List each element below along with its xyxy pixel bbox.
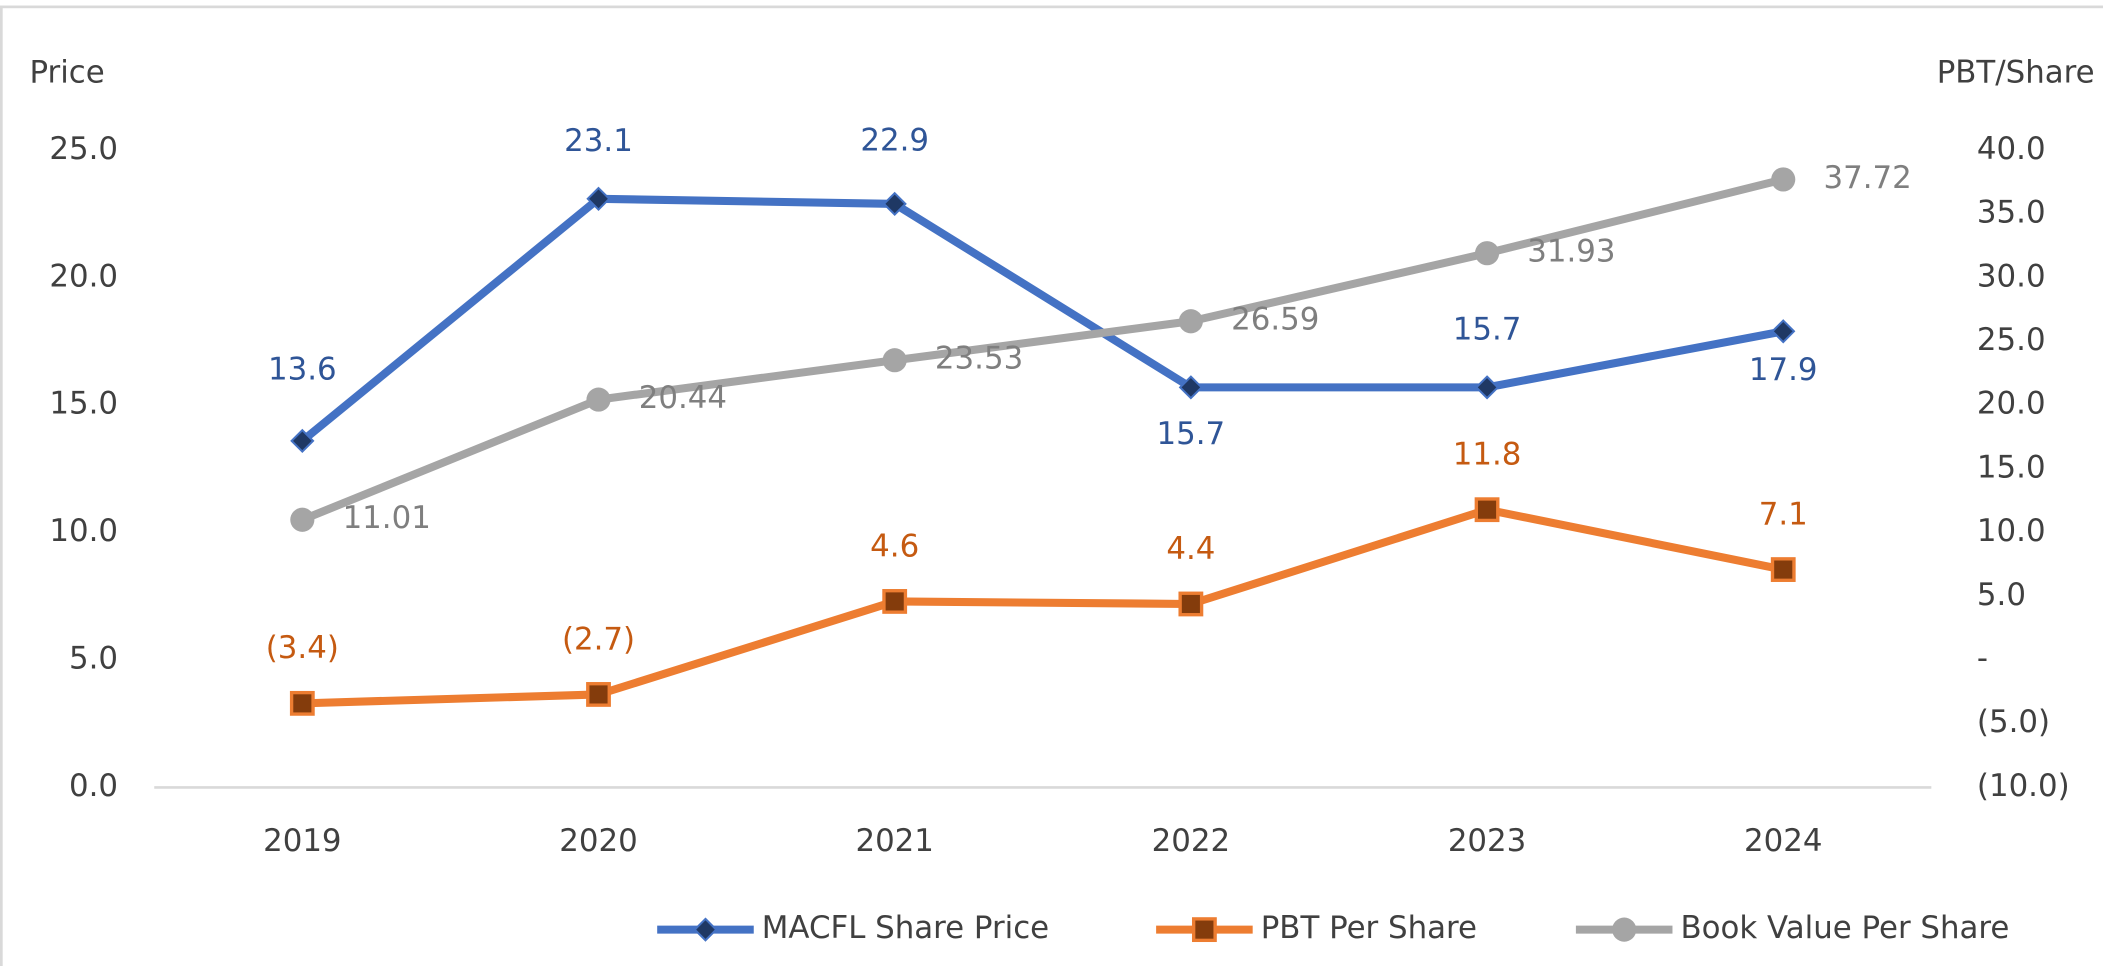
data-label: 37.72 xyxy=(1823,160,1911,196)
marker xyxy=(1474,375,1500,400)
data-label: (3.4) xyxy=(266,630,339,666)
series-line xyxy=(302,505,1785,708)
y2-tick-label: 5.0 xyxy=(1977,577,2026,613)
x-tick-label: 2024 xyxy=(1744,823,1822,859)
marker xyxy=(882,589,908,614)
y2-tick-label: 25.0 xyxy=(1977,322,2046,358)
marker xyxy=(290,507,315,532)
y-tick-label: 20.0 xyxy=(49,258,118,294)
y2-axis-title: PBT/Share xyxy=(1937,54,2095,90)
legend-marker xyxy=(693,917,718,942)
y2-tick-label: 35.0 xyxy=(1977,195,2046,231)
marker xyxy=(1771,167,1796,192)
chart-frame xyxy=(0,5,2103,966)
y-tick-label: 10.0 xyxy=(49,513,118,549)
series-line xyxy=(300,175,1785,524)
marker xyxy=(1771,319,1796,344)
data-label: 7.1 xyxy=(1759,496,1808,532)
data-label: 22.9 xyxy=(860,123,929,159)
marker xyxy=(1178,591,1204,617)
data-label: 17.9 xyxy=(1749,352,1818,388)
marker xyxy=(586,682,611,707)
data-label: (2.7) xyxy=(562,621,635,657)
data-label: 20.44 xyxy=(639,380,727,416)
y2-tick-label: (5.0) xyxy=(1977,704,2050,740)
x-tick-label: 2020 xyxy=(559,823,637,859)
y-tick-label: 15.0 xyxy=(49,386,118,422)
x-tick-label: 2023 xyxy=(1448,823,1526,859)
marker xyxy=(882,348,907,373)
marker xyxy=(1474,497,1500,523)
marker xyxy=(1178,309,1203,334)
data-label: 13.6 xyxy=(268,352,337,388)
legend-marker xyxy=(1191,917,1217,943)
x-tick-label: 2019 xyxy=(263,823,341,859)
y2-tick-label: 20.0 xyxy=(1977,386,2046,422)
y2-tick-label: 30.0 xyxy=(1977,258,2046,294)
data-label: 11.8 xyxy=(1453,437,1522,473)
x-tick-label: 2021 xyxy=(855,823,933,859)
marker xyxy=(290,428,315,454)
y2-tick-label: (10.0) xyxy=(1977,768,2070,804)
marker xyxy=(289,690,315,716)
data-label: 23.53 xyxy=(935,341,1023,377)
marker xyxy=(882,191,907,217)
marker xyxy=(1474,241,1500,266)
data-label: 4.6 xyxy=(870,528,919,564)
y-tick-label: 25.0 xyxy=(49,131,118,167)
y2-tick-label: 40.0 xyxy=(1977,131,2046,167)
data-label: 4.4 xyxy=(1166,531,1215,567)
y2-tick-label: 10.0 xyxy=(1977,513,2046,549)
y-tick-label: 0.0 xyxy=(69,768,118,804)
data-label: 11.01 xyxy=(343,500,431,536)
marker xyxy=(586,186,611,211)
legend-label: Book Value Per Share xyxy=(1681,910,2010,946)
data-label: 15.7 xyxy=(1453,312,1522,348)
legend-label: MACFL Share Price xyxy=(762,910,1049,946)
data-label: 31.93 xyxy=(1527,234,1615,270)
series-line xyxy=(299,194,1784,445)
marker xyxy=(1770,557,1796,582)
y2-tick-label: - xyxy=(1977,641,1988,677)
y-tick-label: 5.0 xyxy=(69,641,118,677)
marker xyxy=(1178,375,1204,400)
y2-tick-label: 15.0 xyxy=(1977,449,2046,485)
data-label: 23.1 xyxy=(564,123,633,159)
data-label: 15.7 xyxy=(1157,416,1226,452)
y-axis-title: Price xyxy=(30,54,105,90)
legend-label: PBT Per Share xyxy=(1261,910,1477,946)
marker xyxy=(586,387,611,412)
data-label: 26.59 xyxy=(1231,302,1319,338)
legend-marker xyxy=(1612,917,1637,942)
x-tick-label: 2022 xyxy=(1152,823,1230,859)
